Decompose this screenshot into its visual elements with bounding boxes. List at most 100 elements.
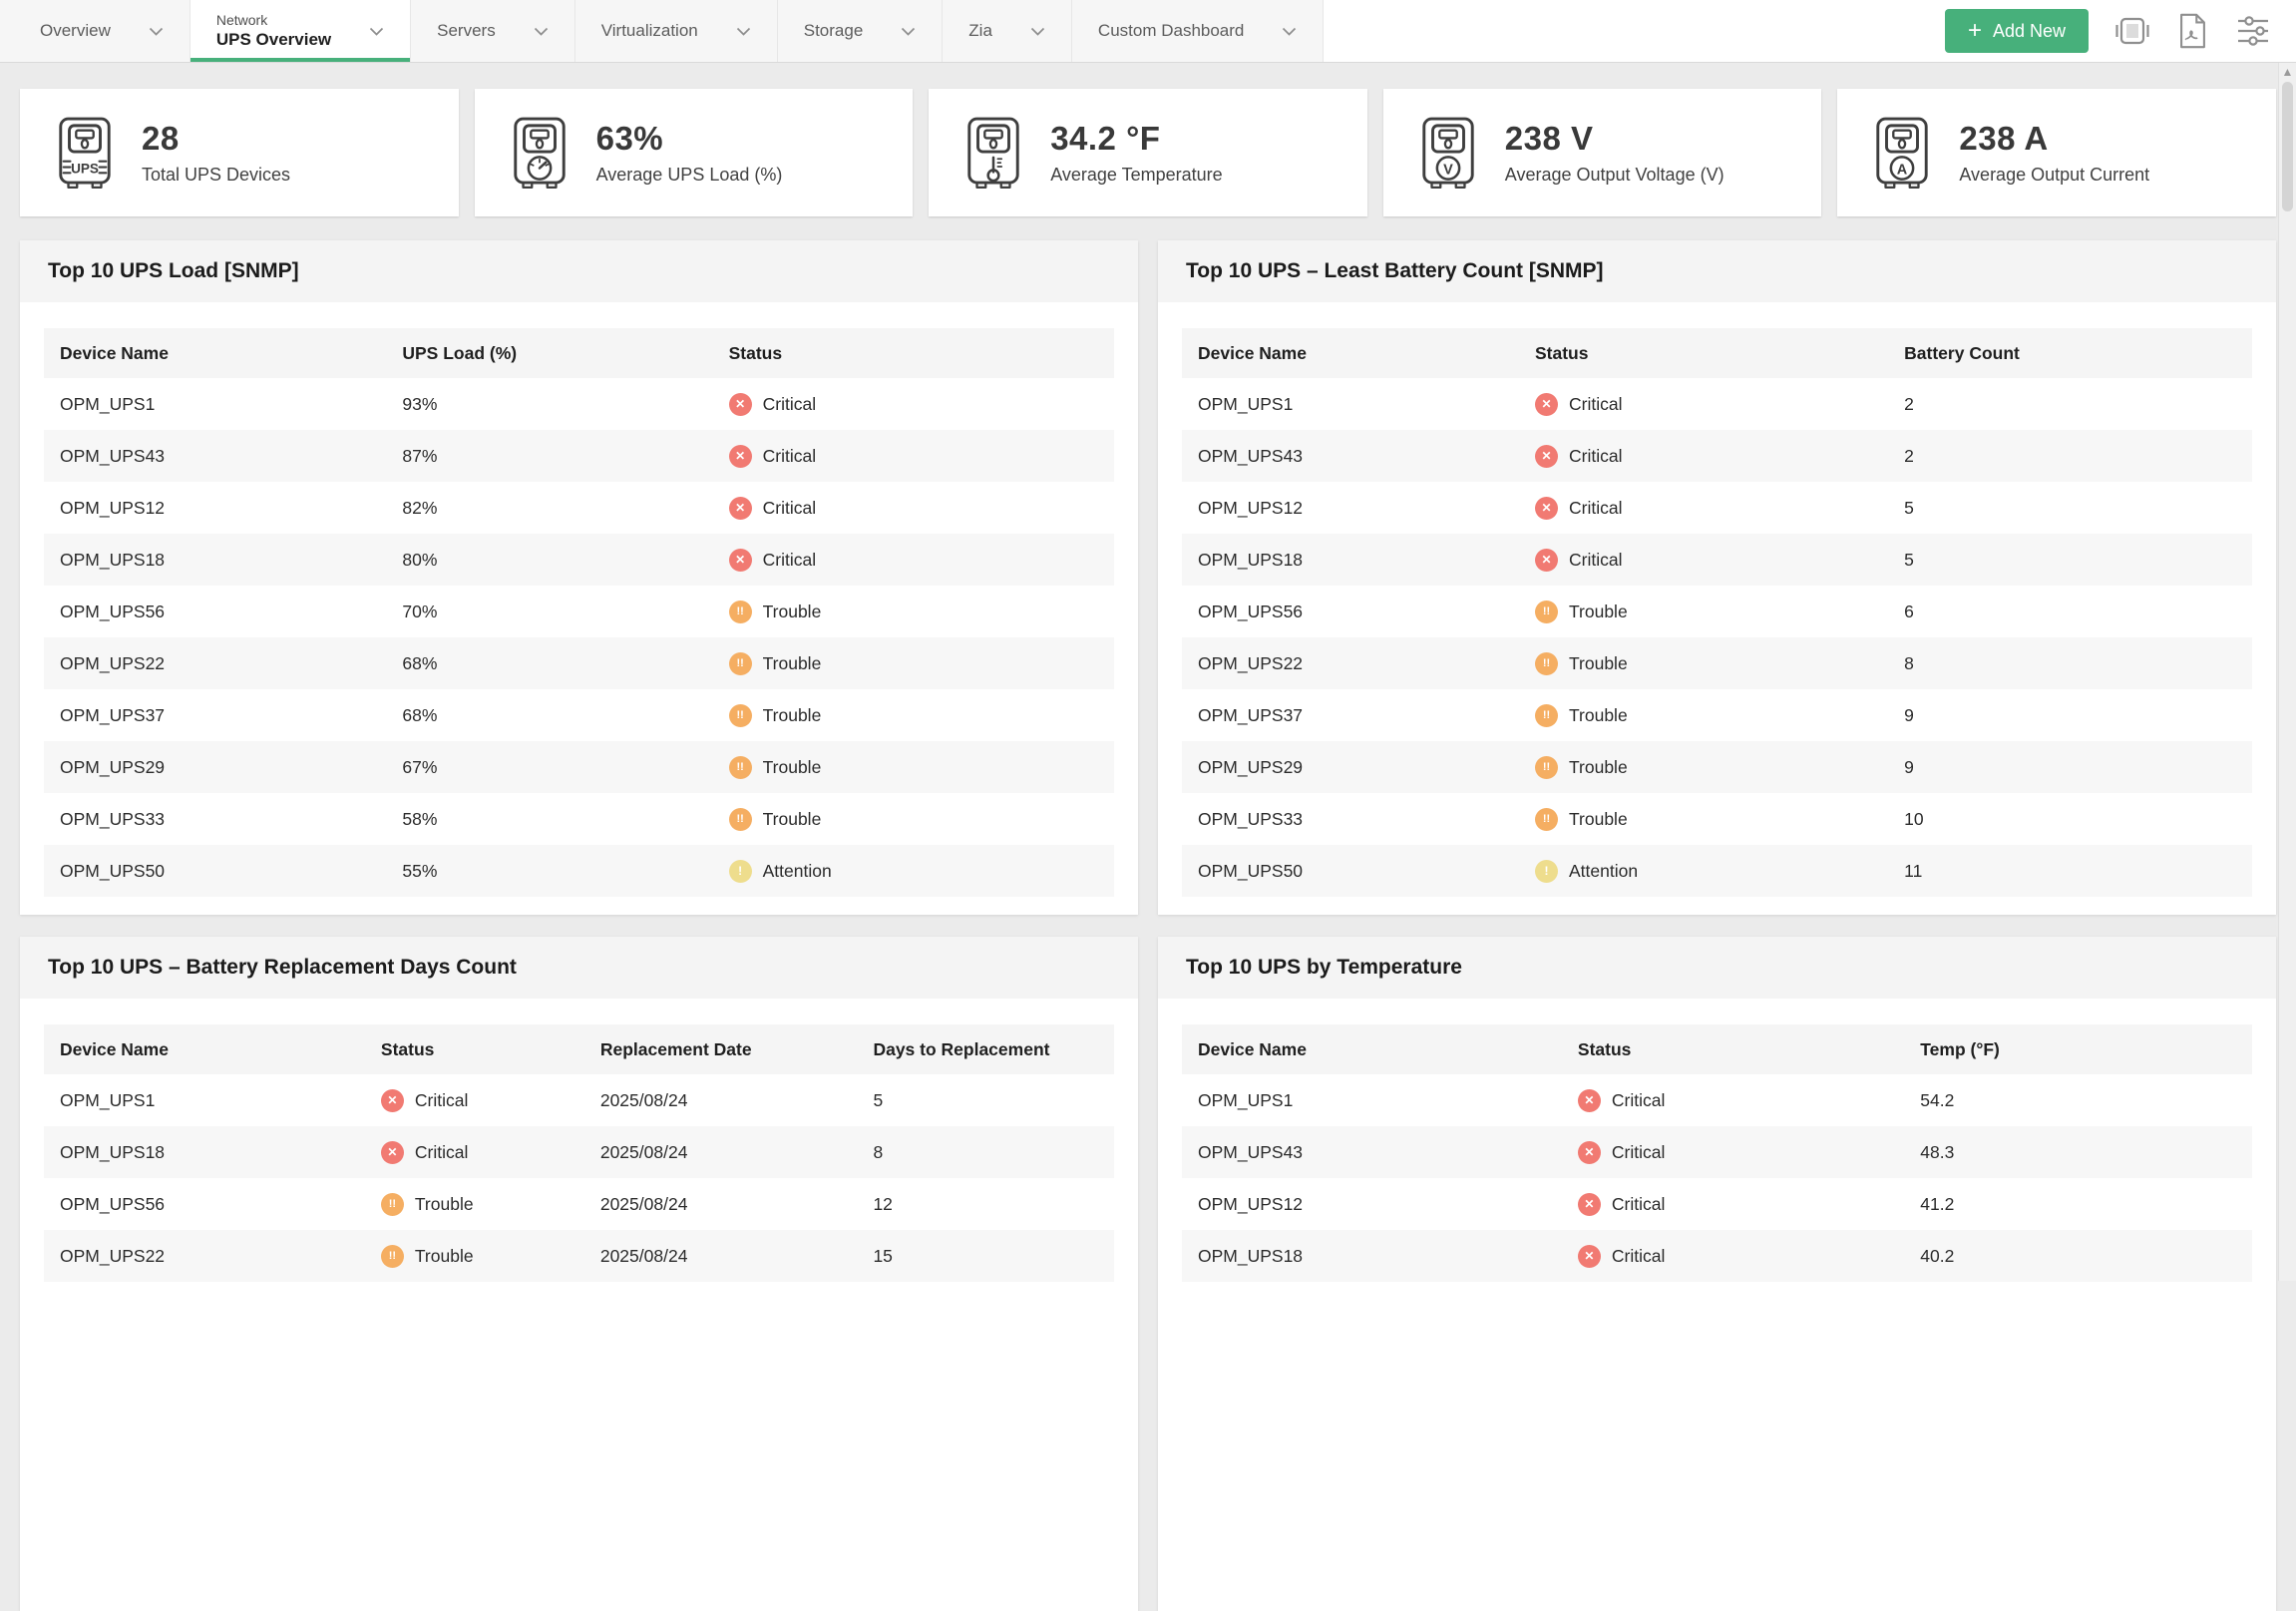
table-row[interactable]: OPM_UPS50 55%! Attention	[44, 845, 1114, 897]
table-row[interactable]: OPM_UPS33 58%!! Trouble	[44, 793, 1114, 845]
tab-virtualization[interactable]: Virtualization	[575, 0, 778, 62]
table-row[interactable]: OPM_UPS29 67%!! Trouble	[44, 741, 1114, 793]
table-row[interactable]: OPM_UPS1 ✕ Critical 2	[1182, 378, 2252, 430]
table-row[interactable]: OPM_UPS37!! Trouble 9	[1182, 689, 2252, 741]
critical-status-icon: ✕	[728, 496, 752, 520]
tab-label: Virtualization	[600, 21, 698, 40]
critical-status-icon: ✕	[728, 444, 752, 468]
table-row[interactable]: OPM_UPS22!! Trouble 8	[1182, 637, 2252, 689]
page-scrollbar[interactable]: ▲	[2278, 63, 2296, 1281]
panel-title: Top 10 UPS – Least Battery Count [SNMP]	[1158, 240, 2276, 302]
table-row[interactable]: OPM_UPS43 ✕ Critical 48.3	[1182, 1126, 2252, 1178]
status-cell: !! Trouble	[713, 651, 1114, 675]
table-row[interactable]: OPM_UPS22!! Trouble 2025/08/24 15	[44, 1230, 1114, 1282]
table-row[interactable]: OPM_UPS18 ✕ Critical 40.2	[1182, 1230, 2252, 1282]
add-new-button[interactable]: + Add New	[1944, 9, 2089, 53]
table-row[interactable]: OPM_UPS18 ✕ Critical 5	[1182, 534, 2252, 586]
status-label: Trouble	[1568, 756, 1628, 777]
cell: OPM_UPS18	[60, 549, 166, 570]
status-label: Critical	[414, 1141, 469, 1162]
tab-label: Zia	[968, 21, 992, 40]
wallboard-icon[interactable]	[2113, 12, 2151, 50]
status-cell: !! Trouble	[713, 600, 1114, 623]
cell: OPM_UPS22	[1198, 652, 1304, 673]
scrollbar-thumb[interactable]	[2282, 82, 2293, 211]
table-row[interactable]: OPM_UPS12 ✕ Critical 41.2	[1182, 1178, 2252, 1230]
column-header: Days to Replacement	[873, 1038, 1050, 1059]
table-row[interactable]: OPM_UPS33!! Trouble 10	[1182, 793, 2252, 845]
summary-card-avg-current: A 238 A Average Output Current	[1837, 89, 2276, 216]
trouble-status-icon: !!	[728, 651, 752, 675]
cell: OPM_UPS29	[1198, 756, 1304, 777]
table-row[interactable]: OPM_UPS18 ✕ Critical 2025/08/24 8	[44, 1126, 1114, 1178]
table-row[interactable]: OPM_UPS37 68%!! Trouble	[44, 689, 1114, 741]
settings-sliders-icon[interactable]	[2234, 14, 2272, 48]
dashboard-content: UPS 28 Total UPS Devices	[0, 89, 2296, 1611]
critical-status-icon: ✕	[728, 392, 752, 416]
table-row[interactable]: OPM_UPS43 87% ✕ Critical	[44, 430, 1114, 482]
scroll-up-arrow-icon[interactable]: ▲	[2281, 65, 2294, 79]
trouble-status-icon: !!	[728, 600, 752, 623]
tab-storage[interactable]: Storage	[778, 0, 944, 62]
status-label: Trouble	[762, 808, 822, 829]
table-row[interactable]: OPM_UPS56 70%!! Trouble	[44, 586, 1114, 637]
panel-battery-replacement-days: Top 10 UPS – Battery Replacement Days Co…	[20, 937, 1138, 1611]
cell: 2	[1904, 393, 1914, 414]
svg-text:V: V	[1443, 162, 1453, 178]
ups-device-icon: UPS	[54, 113, 116, 193]
ups-voltage-icon: V	[1417, 113, 1479, 193]
chevron-down-icon	[534, 27, 548, 36]
table-row[interactable]: OPM_UPS18 80% ✕ Critical	[44, 534, 1114, 586]
table-row[interactable]: OPM_UPS12 ✕ Critical 5	[1182, 482, 2252, 534]
tab-overview[interactable]: Overview	[0, 0, 191, 62]
table-row[interactable]: OPM_UPS43 ✕ Critical 2	[1182, 430, 2252, 482]
table-row[interactable]: OPM_UPS12 82% ✕ Critical	[44, 482, 1114, 534]
status-cell: !! Trouble	[1519, 600, 1888, 623]
cell: 8	[1904, 652, 1914, 673]
column-header: Status	[1577, 1038, 1632, 1059]
tab-zia[interactable]: Zia	[943, 0, 1072, 62]
status-label: Attention	[1568, 860, 1639, 881]
pdf-export-icon[interactable]	[2176, 12, 2209, 50]
table-row[interactable]: OPM_UPS50! Attention 11	[1182, 845, 2252, 897]
card-value: 63%	[595, 120, 664, 157]
table-row[interactable]: OPM_UPS29!! Trouble 9	[1182, 741, 2252, 793]
least-battery-count-table: Device Name Status Battery Count OPM_UPS1 ✕ C…	[1182, 328, 2252, 897]
cell: 2025/08/24	[599, 1089, 688, 1110]
status-label: Trouble	[762, 704, 822, 725]
cell: 54.2	[1920, 1089, 1955, 1110]
status-label: Trouble	[414, 1193, 474, 1214]
tab-label: Storage	[803, 21, 864, 40]
table-row[interactable]: OPM_UPS1 93% ✕ Critical	[44, 378, 1114, 430]
cell: OPM_UPS56	[60, 601, 166, 621]
status-cell: ✕ Critical	[1562, 1140, 1904, 1164]
status-cell: ✕ Critical	[365, 1088, 584, 1112]
table-row[interactable]: OPM_UPS22 68%!! Trouble	[44, 637, 1114, 689]
status-label: Critical	[1611, 1193, 1666, 1214]
cell: OPM_UPS50	[1198, 860, 1304, 881]
trouble-status-icon: !!	[1534, 651, 1558, 675]
status-label: Critical	[1568, 445, 1623, 466]
table-row[interactable]: OPM_UPS1 ✕ Critical 2025/08/24 5	[44, 1074, 1114, 1126]
tab-category-label: Network	[215, 11, 268, 28]
svg-text:UPS: UPS	[71, 161, 99, 176]
critical-status-icon: ✕	[1577, 1244, 1601, 1268]
status-label: Critical	[762, 445, 817, 466]
tab-label: Servers	[437, 21, 496, 40]
status-label: Trouble	[762, 652, 822, 673]
cell: 2025/08/24	[599, 1141, 688, 1162]
status-cell: ✕ Critical	[1519, 392, 1888, 416]
ups-temperature-icon	[962, 113, 1024, 193]
table-row[interactable]: OPM_UPS56!! Trouble 6	[1182, 586, 2252, 637]
tab-custom-dashboard[interactable]: Custom Dashboard	[1072, 0, 1325, 62]
chevron-down-icon	[736, 27, 750, 36]
column-header: Replacement Date	[599, 1038, 752, 1059]
card-value: 34.2 °F	[1050, 120, 1161, 157]
status-cell: !! Trouble	[713, 807, 1114, 831]
cell: 48.3	[1920, 1141, 1955, 1162]
tab-servers[interactable]: Servers	[411, 0, 575, 62]
tab-ups-overview[interactable]: Network UPS Overview	[190, 0, 412, 62]
status-label: Critical	[1568, 393, 1623, 414]
table-row[interactable]: OPM_UPS1 ✕ Critical 54.2	[1182, 1074, 2252, 1126]
table-row[interactable]: OPM_UPS56!! Trouble 2025/08/24 12	[44, 1178, 1114, 1230]
